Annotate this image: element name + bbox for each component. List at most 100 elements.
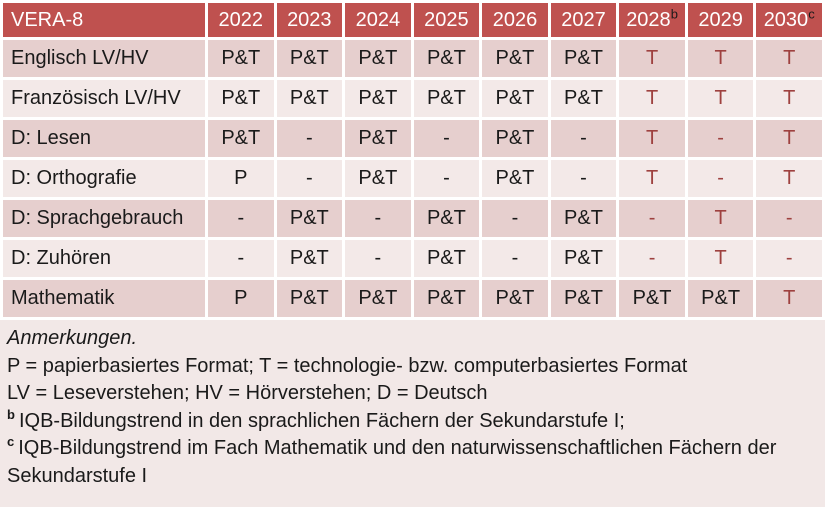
table-cell: - xyxy=(345,200,411,237)
footnote-marker-c: c xyxy=(808,5,815,21)
table-cell: - xyxy=(619,240,685,277)
notes-section: Anmerkungen. P = papierbasiertes Format;… xyxy=(0,320,825,507)
table-cell: - xyxy=(276,160,343,197)
table-cell: P&T xyxy=(482,80,548,117)
table-cell: P&T xyxy=(208,40,274,77)
row-label: Französisch LV/HV xyxy=(3,80,205,117)
vera8-schedule-table: VERA-8 2022 2023 2024 2025 2026 2027 2028b 2029… xyxy=(3,3,822,317)
footnote-b-marker: b xyxy=(7,406,15,422)
table-cell: T xyxy=(619,160,685,197)
table-cell: P&T xyxy=(345,120,411,157)
table-cell: T xyxy=(687,200,754,237)
table-row: D: Orthografie P - P&T - P&T - T - T xyxy=(3,160,822,197)
table-cell: T xyxy=(756,160,822,197)
table-title: VERA-8 xyxy=(3,3,205,37)
table-cell: P&T xyxy=(482,120,548,157)
table-cell: P&T xyxy=(482,280,548,317)
table-cell: T xyxy=(619,120,685,157)
table-cell: P&T xyxy=(482,40,548,77)
table-cell: T xyxy=(619,80,685,117)
column-header-2024: 2024 xyxy=(345,3,411,37)
table-cell: T xyxy=(756,40,822,77)
column-header-2026: 2026 xyxy=(482,3,548,37)
table-cell: P&T xyxy=(345,160,411,197)
table-cell: P&T xyxy=(413,80,480,117)
table-cell: P&T xyxy=(550,280,617,317)
table-cell: P&T xyxy=(482,160,548,197)
column-header-2022: 2022 xyxy=(208,3,274,37)
row-label: Englisch LV/HV xyxy=(3,40,205,77)
table-cell: P&T xyxy=(208,80,274,117)
table-cell: - xyxy=(208,240,274,277)
table-cell: P&T xyxy=(276,240,343,277)
footnote-marker-b: b xyxy=(670,5,678,21)
row-label: D: Orthografie xyxy=(3,160,205,197)
column-header-2028: 2028b xyxy=(619,3,685,37)
table-cell: - xyxy=(413,160,480,197)
table-cell: - xyxy=(550,160,617,197)
table-cell: T xyxy=(687,40,754,77)
table-cell: - xyxy=(276,120,343,157)
table-cell: P&T xyxy=(413,200,480,237)
table-cell: P&T xyxy=(345,80,411,117)
column-header-2030: 2030c xyxy=(756,3,822,37)
table-cell: P&T xyxy=(208,120,274,157)
table-cell: - xyxy=(756,200,822,237)
table-cell: - xyxy=(482,200,548,237)
row-label: Mathematik xyxy=(3,280,205,317)
notes-legend-abbreviations: LV = Leseverstehen; HV = Hörverstehen; D… xyxy=(7,382,488,404)
footnote-b: b IQB-Bildungstrend in den sprachlichen F… xyxy=(7,408,815,436)
table-cell: P&T xyxy=(550,200,617,237)
table-cell: P&T xyxy=(345,280,411,317)
table-cell: T xyxy=(619,40,685,77)
table-cell: - xyxy=(482,240,548,277)
column-header-2025: 2025 xyxy=(413,3,480,37)
table-row: Französisch LV/HV P&T P&T P&T P&T P&T P&T T T T xyxy=(3,80,822,117)
footnote-b-text: IQB-Bildungstrend in den sprachlichen Fä… xyxy=(18,409,625,432)
table-cell: T xyxy=(756,120,822,157)
table-cell: - xyxy=(413,120,480,157)
table-row: D: Lesen P&T - P&T - P&T - T - T xyxy=(3,120,822,157)
table-body: Englisch LV/HV P&T P&T P&T P&T P&T P&T T T T Franz… xyxy=(3,40,822,317)
table-header-row: VERA-8 2022 2023 2024 2025 2026 2027 2028b 2029… xyxy=(3,3,822,37)
table-cell: - xyxy=(687,120,754,157)
table-row: D: Zuhören - P&T - P&T - P&T - T - xyxy=(3,240,822,277)
table-row: Englisch LV/HV P&T P&T P&T P&T P&T P&T T T T xyxy=(3,40,822,77)
table-cell: P&T xyxy=(550,80,617,117)
table-cell: - xyxy=(550,120,617,157)
table-cell: - xyxy=(756,240,822,277)
column-header-2023: 2023 xyxy=(276,3,343,37)
table-cell: P&T xyxy=(550,240,617,277)
table-cell: P&T xyxy=(276,280,343,317)
table-cell: T xyxy=(756,80,822,117)
table-cell: P&T xyxy=(413,40,480,77)
table-cell: P&T xyxy=(413,240,480,277)
footnote-c: c IQB-Bildungstrend im Fach Mathematik un… xyxy=(7,435,815,490)
table-cell: - xyxy=(687,160,754,197)
table-cell: - xyxy=(619,200,685,237)
table-cell: P&T xyxy=(550,40,617,77)
table-cell: - xyxy=(345,240,411,277)
table-cell: P&T xyxy=(276,40,343,77)
table-cell: P xyxy=(208,160,274,197)
row-label: D: Zuhören xyxy=(3,240,205,277)
notes-legend-formats: P = papierbasiertes Format; T = technolo… xyxy=(7,354,688,377)
table-cell: P&T xyxy=(619,280,685,317)
column-header-2027: 2027 xyxy=(550,3,617,37)
table-row: Mathematik P P&T P&T P&T P&T P&T P&T P&T T xyxy=(3,280,822,317)
table-cell: T xyxy=(687,240,754,277)
column-header-2029: 2029 xyxy=(687,3,754,37)
table-cell: P&T xyxy=(345,40,411,77)
row-label: D: Lesen xyxy=(3,120,205,157)
table-cell: P&T xyxy=(413,280,480,317)
table-cell: P&T xyxy=(276,200,343,237)
table-cell: T xyxy=(756,280,822,317)
footnote-c-marker: c xyxy=(7,434,15,450)
row-label: D: Sprachgebrauch xyxy=(3,200,205,237)
table-cell: P&T xyxy=(276,80,343,117)
table-cell: T xyxy=(687,80,754,117)
table-cell: P xyxy=(208,280,274,317)
table-cell: P&T xyxy=(687,280,754,317)
notes-heading: Anmerkungen. xyxy=(7,327,138,349)
footnote-c-text: IQB-Bildungstrend im Fach Mathematik und… xyxy=(7,437,777,487)
